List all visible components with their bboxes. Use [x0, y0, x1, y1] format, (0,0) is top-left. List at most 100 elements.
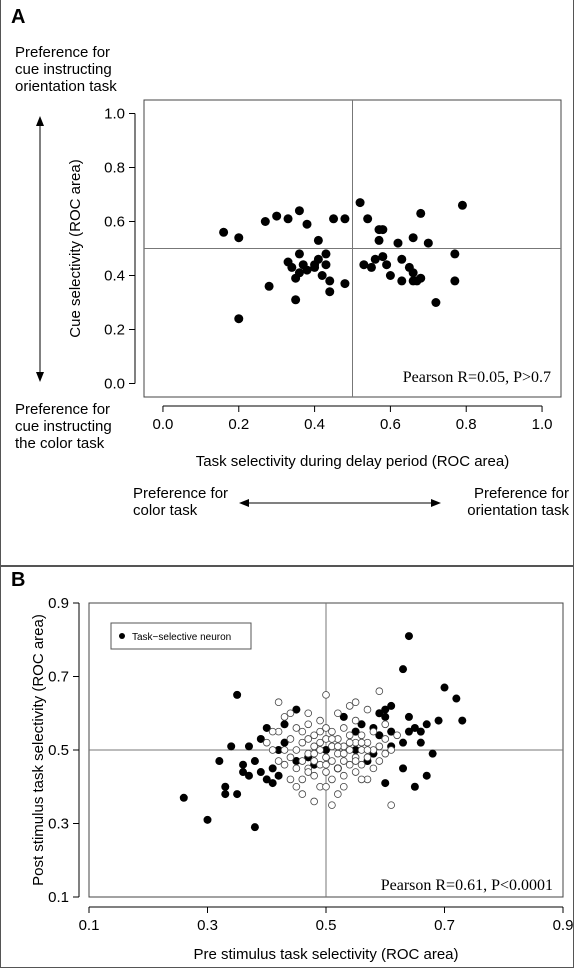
- data-point-filled: [375, 731, 384, 740]
- x-tick-label: 0.0: [153, 416, 174, 433]
- x-tick-label: 0.3: [197, 917, 218, 934]
- data-point-open: [339, 757, 348, 765]
- data-point-open: [322, 753, 330, 762]
- data-point-filled: [416, 727, 425, 736]
- data-point-filled: [239, 768, 248, 777]
- data-point-filled: [313, 254, 323, 264]
- data-point-open: [262, 738, 271, 747]
- data-point-filled: [399, 665, 408, 674]
- data-point-filled: [416, 208, 426, 218]
- data-point-open: [351, 698, 360, 707]
- data-point-open: [351, 716, 360, 725]
- data-point-filled: [416, 273, 426, 283]
- x-tick-label: 1.0: [532, 416, 553, 433]
- data-point-filled: [215, 757, 224, 766]
- data-point-filled: [397, 276, 407, 286]
- data-point-filled: [294, 206, 304, 216]
- data-point-filled: [321, 249, 331, 259]
- data-point-open: [369, 764, 378, 773]
- data-point-open: [280, 746, 289, 754]
- data-point-filled: [339, 712, 348, 721]
- legend-label: Task−selective neuron: [132, 632, 231, 643]
- pref-right-line-2: orientation task: [467, 502, 569, 519]
- data-point-open: [292, 764, 301, 773]
- data-point-filled: [359, 260, 369, 270]
- data-point-open: [316, 738, 324, 747]
- data-point-filled: [325, 276, 335, 286]
- data-point-filled: [302, 265, 312, 275]
- data-point-open: [328, 775, 336, 784]
- data-point-open: [292, 746, 301, 754]
- data-point-open: [316, 746, 324, 754]
- pref-bottom-line-1: Preference for: [15, 401, 111, 418]
- data-point-filled: [410, 782, 419, 791]
- data-point-filled: [378, 225, 388, 235]
- arrow-head-up: [36, 116, 44, 126]
- color-task-preference-label: Preference for color task: [133, 485, 228, 519]
- pref-top-line-2: cue instructing: [15, 61, 112, 78]
- data-point-open: [292, 724, 301, 732]
- data-point-open: [345, 731, 354, 740]
- data-point-filled: [387, 701, 396, 710]
- data-point-filled: [302, 219, 312, 229]
- data-point-filled: [399, 764, 408, 773]
- data-point-filled: [262, 723, 271, 732]
- data-point-open: [292, 782, 301, 791]
- data-point-filled: [221, 782, 230, 791]
- data-point-filled: [375, 709, 384, 718]
- data-point-filled: [363, 214, 373, 224]
- pref-bottom-line-3: the color task: [15, 435, 105, 452]
- y-tick-label: 0.7: [48, 669, 69, 686]
- data-point-filled: [234, 314, 244, 324]
- data-point-open: [375, 742, 384, 751]
- data-point-filled: [408, 268, 418, 278]
- data-point-filled: [457, 200, 467, 210]
- data-point-filled: [381, 705, 390, 714]
- data-point-filled: [294, 249, 304, 259]
- pref-top-line-3: orientation task: [15, 78, 117, 95]
- data-point-open: [334, 709, 342, 718]
- data-point-open: [363, 705, 372, 714]
- data-point-filled: [416, 738, 425, 747]
- data-point-open: [381, 720, 390, 729]
- y-axis-label: Cue selectivity (ROC area): [67, 159, 84, 337]
- data-point-filled: [382, 260, 392, 270]
- legend-box: [110, 622, 252, 650]
- data-point-open: [357, 760, 366, 769]
- data-point-filled: [219, 227, 229, 237]
- data-point-filled: [431, 298, 441, 307]
- data-point-filled: [294, 268, 304, 278]
- data-point-open: [304, 735, 313, 743]
- panel-a: A Preference for cue instructing orienta…: [0, 0, 574, 566]
- data-point-filled: [340, 214, 350, 224]
- data-point-open: [345, 702, 354, 710]
- data-point-filled: [440, 683, 449, 692]
- data-point-filled: [378, 252, 388, 262]
- data-point-filled: [450, 249, 460, 259]
- data-point-filled: [381, 712, 390, 721]
- data-point-open: [298, 775, 307, 784]
- data-point-filled: [399, 738, 408, 747]
- data-point-filled: [366, 262, 376, 272]
- data-point-open: [351, 757, 360, 765]
- data-point-filled: [268, 764, 277, 773]
- pref-bottom-line-2: cue instructing: [15, 418, 112, 435]
- y-tick-label: 0.1: [48, 889, 69, 906]
- data-point-filled: [227, 742, 236, 751]
- data-point-open: [328, 801, 336, 809]
- data-point-filled: [322, 746, 330, 754]
- data-point-filled: [233, 690, 242, 699]
- data-point-filled: [387, 727, 396, 736]
- data-point-open: [357, 775, 366, 784]
- data-point-filled: [404, 712, 413, 721]
- x-tick-label: 0.9: [553, 917, 574, 934]
- data-point-filled: [423, 238, 433, 248]
- data-point-open: [328, 735, 336, 743]
- pref-top-line-1: Preference for: [15, 44, 111, 61]
- y-tick-label: 0.3: [48, 816, 69, 833]
- data-point-filled: [264, 281, 274, 291]
- data-point-open: [387, 746, 395, 754]
- x-tick-label: 0.1: [79, 917, 100, 934]
- data-point-open: [304, 720, 313, 729]
- data-point-open: [286, 709, 295, 718]
